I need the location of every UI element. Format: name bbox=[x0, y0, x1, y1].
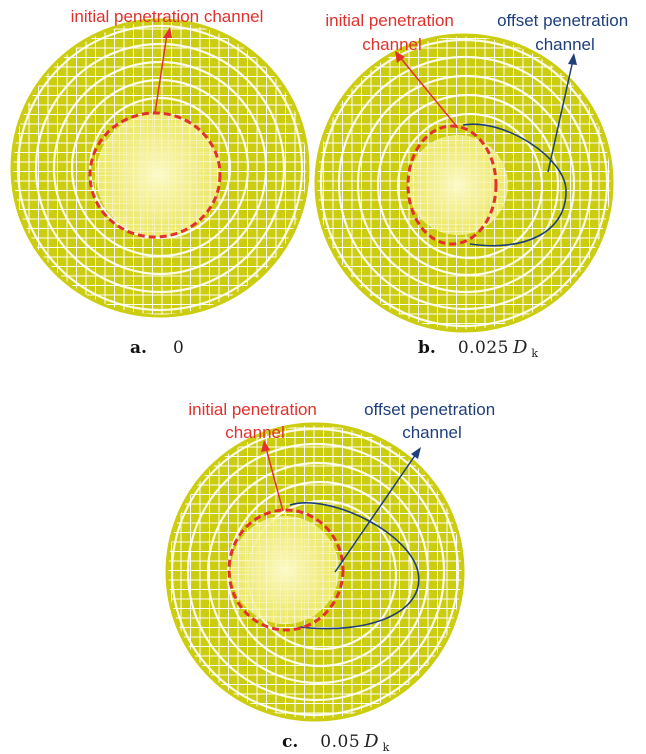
caption-letter: a. bbox=[130, 338, 147, 358]
svg-text:initial penetration ch: initial penetration channel bbox=[188, 400, 321, 442]
initial-channel-label-line2: channel bbox=[225, 423, 285, 442]
offset-channel-callout: offset penetration channel bbox=[497, 11, 633, 173]
panel-c: initial penetration channel offset penet… bbox=[165, 400, 500, 754]
panel-b: initial penetration channel offset penet… bbox=[314, 11, 633, 360]
caption-subscript: k bbox=[383, 741, 390, 754]
panel-a: initial penetration channel a. 0 bbox=[10, 7, 310, 358]
caption-variable: D bbox=[512, 337, 528, 358]
initial-channel-label-line1: initial penetration bbox=[188, 400, 317, 419]
panel-b-caption: b. 0.025 D k bbox=[418, 337, 538, 360]
initial-channel-callout: initial penetration channel bbox=[188, 400, 321, 512]
caption-subscript: k bbox=[531, 347, 538, 360]
offset-channel-label-line1: offset penetration bbox=[497, 11, 628, 30]
initial-channel-callout: initial penetration channel bbox=[325, 11, 459, 129]
offset-channel-label-line2: channel bbox=[402, 423, 462, 442]
caption-variable: D bbox=[363, 731, 379, 752]
panel-a-caption: a. 0 bbox=[130, 338, 184, 358]
offset-channel-callout: offset penetration channel bbox=[334, 400, 500, 573]
svg-text:initial penetration channel: initial penetration channel bbox=[71, 7, 264, 26]
svg-text:initial penetration ch: initial penetration channel bbox=[325, 11, 458, 54]
initial-channel-label: initial penetration channel bbox=[71, 7, 264, 26]
channel-core bbox=[408, 135, 508, 235]
initial-channel-label-line2: channel bbox=[362, 35, 422, 54]
caption-value: 0.05 bbox=[320, 732, 360, 752]
panel-c-caption: c. 0.05 D k bbox=[282, 731, 390, 754]
initial-channel-label-line1: initial penetration bbox=[325, 11, 454, 30]
caption-letter: c. bbox=[282, 732, 298, 752]
svg-text:offset penetration cha: offset penetration channel bbox=[497, 11, 633, 54]
offset-channel-boundary bbox=[462, 123, 567, 247]
initial-channel-callout: initial penetration channel bbox=[71, 7, 264, 114]
offset-channel-label-line2: channel bbox=[535, 35, 595, 54]
offset-channel-label-line1: offset penetration bbox=[364, 400, 495, 419]
svg-text:offset penetration cha: offset penetration channel bbox=[364, 400, 500, 442]
initial-channel-boundary bbox=[406, 124, 498, 246]
initial-channel-boundary bbox=[227, 508, 345, 632]
channel-core bbox=[96, 113, 220, 237]
channel-core bbox=[231, 516, 339, 624]
caption-letter: b. bbox=[418, 338, 436, 358]
caption-value: 0.025 bbox=[458, 338, 509, 358]
caption-value: 0 bbox=[173, 338, 184, 358]
offset-channel-boundary bbox=[289, 502, 420, 630]
